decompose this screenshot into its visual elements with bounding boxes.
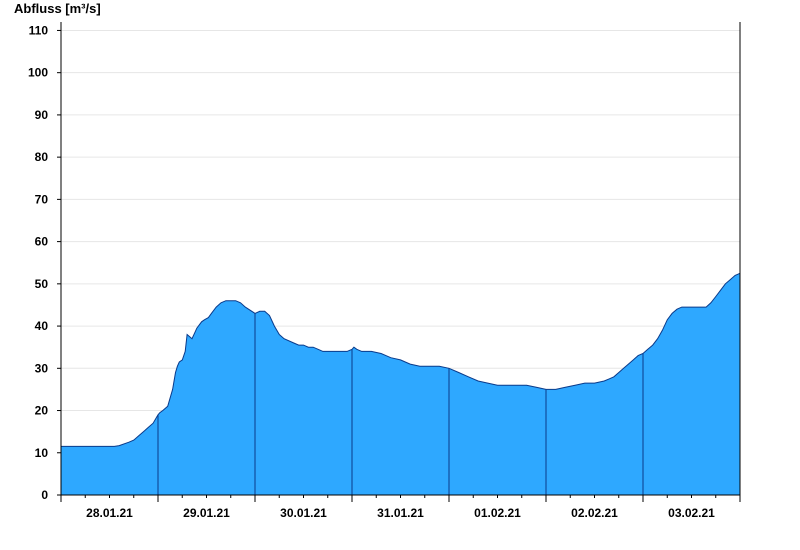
y-tick-label: 0 <box>41 488 48 502</box>
y-tick-label: 70 <box>35 192 49 206</box>
discharge-area <box>61 272 741 495</box>
x-tick-label: 01.02.21 <box>474 506 521 520</box>
y-tick-label: 90 <box>35 108 49 122</box>
y-tick-label: 20 <box>35 404 49 418</box>
y-axis-label: Abfluss [m³/s] <box>14 1 101 16</box>
y-tick-label: 80 <box>35 150 49 164</box>
y-tick-label: 30 <box>35 361 49 375</box>
day-separator-lines <box>157 313 644 495</box>
area-outline <box>61 272 741 447</box>
y-axis-ticks: 0 10 20 30 40 50 60 70 80 90 100 110 <box>28 23 61 502</box>
x-tick-label: 31.01.21 <box>377 506 424 520</box>
x-tick-label: 28.01.21 <box>86 506 133 520</box>
y-tick-label: 40 <box>35 319 49 333</box>
y-tick-label: 10 <box>35 446 49 460</box>
x-tick-label: 30.01.21 <box>280 506 327 520</box>
x-axis-ticks: 28.01.21 29.01.21 30.01.21 31.01.21 01.02.21… <box>60 495 741 520</box>
x-tick-label: 03.02.21 <box>668 506 715 520</box>
x-tick-label: 02.02.21 <box>571 506 618 520</box>
y-tick-label: 100 <box>28 66 48 80</box>
y-tick-label: 110 <box>29 23 49 37</box>
y-tick-label: 50 <box>35 277 49 291</box>
y-tick-label: 60 <box>35 235 49 249</box>
area-fill <box>61 273 740 495</box>
x-tick-label: 29.01.21 <box>183 506 230 520</box>
